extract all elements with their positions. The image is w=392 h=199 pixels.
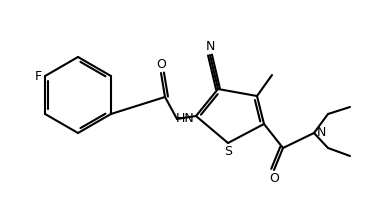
Text: F: F [34,69,42,83]
Text: N: N [317,127,327,139]
Text: HN: HN [176,112,194,126]
Text: O: O [156,58,166,70]
Text: N: N [205,39,215,53]
Text: S: S [224,145,232,158]
Text: O: O [269,173,279,185]
